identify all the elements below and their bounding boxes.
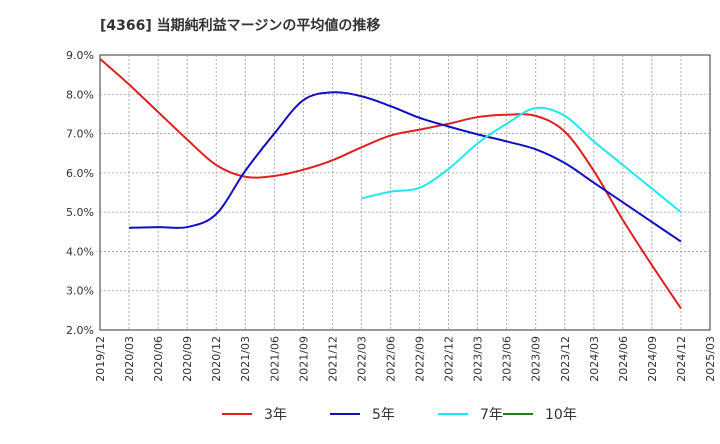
x-tick-label: 2020/09	[181, 336, 194, 382]
x-tick-label: 2020/06	[152, 336, 165, 382]
series-line	[129, 91, 682, 243]
x-tick-label: 2023/09	[530, 336, 543, 382]
x-tick-label: 2022/06	[384, 336, 397, 382]
x-tick-label: 2022/12	[443, 336, 456, 382]
y-axis-tick-labels: 2.0% 3.0% 4.0% 5.0% 6.0% 7.0% 8.0% 9.0%	[66, 49, 94, 337]
x-tick-label: 2020/03	[123, 336, 136, 382]
series-line	[99, 58, 682, 309]
x-tick-label: 2024/09	[646, 336, 659, 382]
y-tick-label: 7.0%	[66, 128, 94, 141]
y-tick-label: 4.0%	[66, 245, 94, 258]
grid-lines	[100, 55, 710, 330]
x-tick-label: 2024/12	[675, 336, 688, 382]
series-lines	[99, 58, 682, 309]
legend-label: 7年	[480, 407, 503, 423]
legend-label: 5年	[372, 407, 395, 423]
x-tick-label: 2019/12	[94, 336, 107, 382]
x-tick-label: 2023/12	[559, 336, 572, 382]
x-tick-label: 2021/09	[297, 336, 310, 382]
x-axis-tick-labels: 2019/12 2020/03 2020/06 2020/09 2020/12 2021/…	[94, 336, 717, 382]
x-tick-label: 2020/12	[210, 336, 223, 382]
x-tick-label: 2023/03	[472, 336, 485, 382]
x-tick-label: 2022/03	[355, 336, 368, 382]
y-tick-label: 5.0%	[66, 206, 94, 219]
chart-title: [4366] 当期純利益マージンの平均値の推移	[100, 17, 380, 34]
series-line	[361, 106, 682, 213]
y-tick-label: 3.0%	[66, 285, 94, 298]
y-tick-label: 9.0%	[66, 49, 94, 62]
x-tick-label: 2024/03	[588, 336, 601, 382]
y-tick-label: 6.0%	[66, 167, 94, 180]
x-tick-label: 2021/03	[239, 336, 252, 382]
x-tick-label: 2023/06	[501, 336, 514, 382]
legend-label: 10年	[545, 407, 577, 423]
x-tick-label: 2021/06	[268, 336, 281, 382]
y-tick-label: 8.0%	[66, 88, 94, 101]
plot-area	[99, 54, 711, 331]
y-tick-label: 2.0%	[66, 324, 94, 337]
x-tick-label: 2025/03	[704, 336, 717, 382]
legend: 3年 5年 7年 10年	[222, 407, 577, 423]
x-tick-label: 2024/06	[617, 336, 630, 382]
legend-label: 3年	[264, 407, 287, 423]
x-tick-label: 2021/12	[326, 336, 339, 382]
x-tick-label: 2022/09	[414, 336, 427, 382]
